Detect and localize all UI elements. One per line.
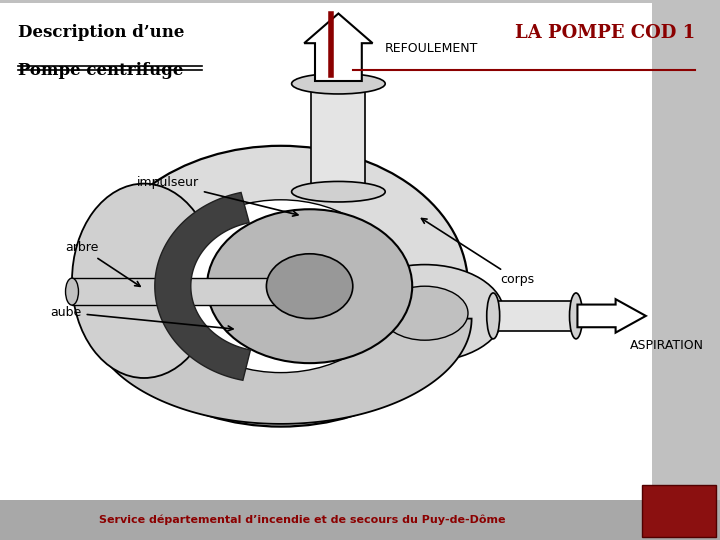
FancyArrow shape — [305, 14, 373, 81]
Bar — [0, 500, 720, 540]
Ellipse shape — [72, 184, 216, 378]
Ellipse shape — [66, 278, 78, 305]
FancyArrow shape — [577, 299, 646, 333]
Text: impulseur: impulseur — [137, 176, 298, 216]
Bar — [493, 301, 576, 330]
Ellipse shape — [166, 200, 396, 373]
Text: LA POMPE COD 1: LA POMPE COD 1 — [515, 24, 695, 42]
Bar — [72, 278, 317, 305]
Ellipse shape — [94, 146, 468, 427]
Bar — [312, 84, 366, 192]
FancyBboxPatch shape — [642, 485, 716, 537]
Ellipse shape — [266, 254, 353, 319]
Text: Pompe centrifuge: Pompe centrifuge — [18, 62, 184, 79]
Polygon shape — [90, 319, 472, 424]
Text: Service départemental d’incendie et de secours du Puy-de-Dôme: Service départemental d’incendie et de s… — [99, 515, 505, 525]
Text: Description d’une: Description d’une — [18, 24, 184, 41]
Ellipse shape — [292, 181, 385, 202]
Text: corps: corps — [421, 219, 534, 287]
Polygon shape — [155, 192, 251, 380]
Ellipse shape — [346, 265, 504, 362]
Ellipse shape — [207, 209, 413, 363]
Text: arbre: arbre — [65, 241, 140, 286]
Text: ASPIRATION: ASPIRATION — [630, 339, 704, 352]
Text: REFOULEMENT: REFOULEMENT — [385, 42, 479, 55]
Text: aube: aube — [50, 306, 233, 331]
Ellipse shape — [570, 293, 582, 339]
Ellipse shape — [382, 286, 468, 340]
Ellipse shape — [292, 73, 385, 94]
Ellipse shape — [487, 293, 500, 339]
